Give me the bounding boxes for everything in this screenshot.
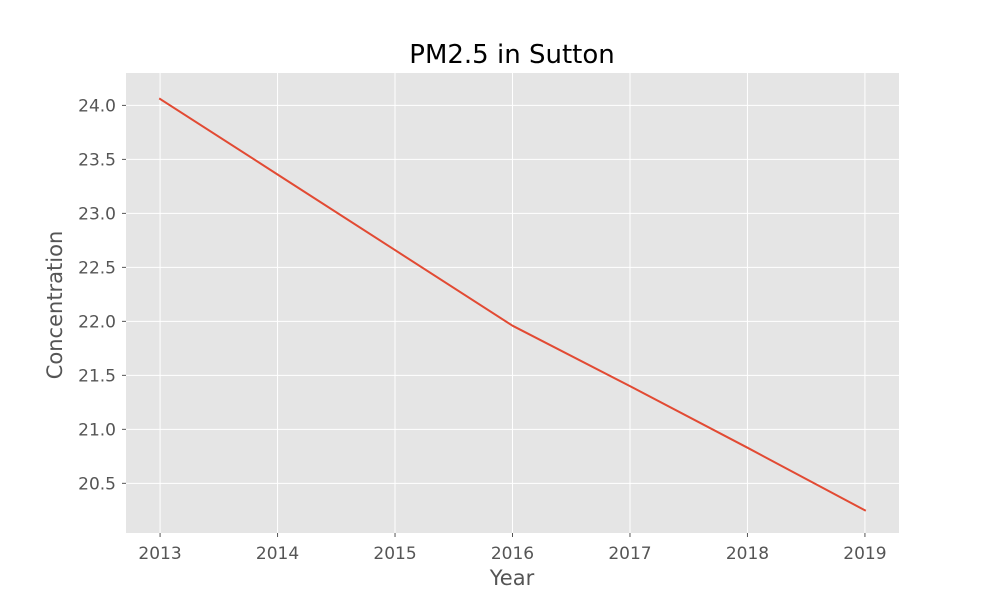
y-tick-label: 24.0 xyxy=(78,96,116,116)
x-axis-label: Year xyxy=(489,566,535,590)
x-tick-label: 2017 xyxy=(608,544,651,564)
series-layer xyxy=(158,97,867,512)
x-tick-label: 2018 xyxy=(726,544,769,564)
y-axis-ticks: 20.5 21.0 21.5 22.0 22.5 23.0 23.5 24.0 xyxy=(78,96,126,494)
grid-lines xyxy=(126,73,899,533)
x-tick-label: 2014 xyxy=(256,544,299,564)
y-tick-label: 23.5 xyxy=(78,150,116,170)
series-line xyxy=(158,97,867,512)
x-axis-ticks: 2013 2014 2015 2016 2017 2018 2019 xyxy=(138,533,887,564)
y-tick-label: 22.5 xyxy=(78,258,116,278)
y-tick-label: 22.0 xyxy=(78,312,116,332)
x-tick-label: 2019 xyxy=(843,544,886,564)
y-tick-label: 21.5 xyxy=(78,366,116,386)
x-tick-label: 2015 xyxy=(373,544,416,564)
x-tick-label: 2013 xyxy=(138,544,181,564)
chart-title: PM2.5 in Sutton xyxy=(409,40,614,70)
y-tick-label: 20.5 xyxy=(78,474,116,494)
y-tick-label: 21.0 xyxy=(78,420,116,440)
x-tick-label: 2016 xyxy=(491,544,534,564)
y-tick-label: 23.0 xyxy=(78,204,116,224)
y-axis-label: Concentration xyxy=(43,231,67,380)
